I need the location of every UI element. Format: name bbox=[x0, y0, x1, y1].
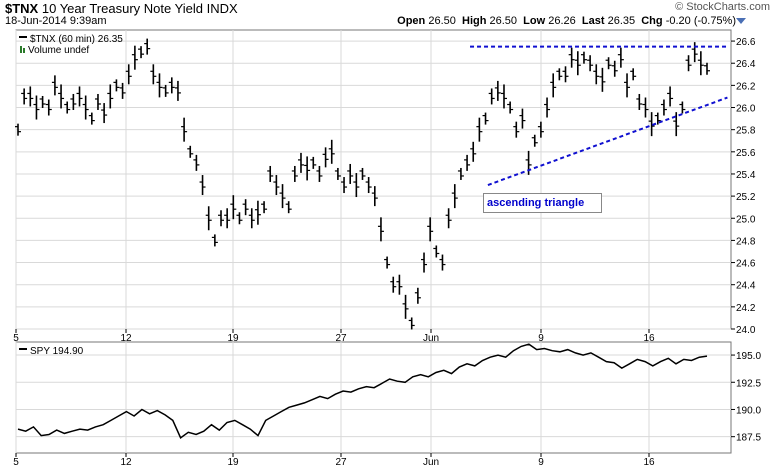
x-tick-label: 16 bbox=[643, 333, 655, 344]
panel-legend: SPY 194.90 bbox=[30, 346, 84, 357]
y-tick-label: 24.2 bbox=[736, 303, 756, 314]
x-tick-label: Jun bbox=[423, 457, 439, 465]
high-label: High bbox=[462, 15, 487, 27]
y-tick-label: 192.5 bbox=[736, 378, 761, 389]
x-tick-label: 12 bbox=[120, 333, 132, 344]
legend-swatch bbox=[19, 36, 27, 38]
chart-header: $TNX 10 Year Treasury Note Yield INDX 18… bbox=[0, 0, 780, 28]
x-tick-label: 27 bbox=[335, 457, 347, 465]
x-tick-label: 5 bbox=[13, 457, 19, 465]
spy-series-line bbox=[17, 343, 708, 439]
spy-panel: 187.5 190.0 192.5 195.0 5 12 19 27 Jun 9 16 SPY 194… bbox=[13, 341, 761, 465]
y-tick-label: 25.0 bbox=[736, 214, 756, 225]
low-label: Low bbox=[523, 15, 546, 27]
tnx-panel: 24.0 24.2 24.4 24.6 24.8 25.0 25.2 25.4 25.6 25.8… bbox=[13, 29, 756, 344]
x-tick-label: 19 bbox=[227, 333, 239, 344]
low-value: 26.26 bbox=[548, 15, 576, 27]
trendline-support bbox=[487, 96, 728, 186]
y-tick-label: 195.0 bbox=[736, 351, 761, 362]
x-tick-label: 5 bbox=[13, 333, 19, 344]
y-tick-label: 187.5 bbox=[736, 433, 761, 444]
y-tick-label: 26.4 bbox=[736, 59, 756, 70]
exchange: INDX bbox=[206, 1, 238, 16]
y-tick-label: 25.2 bbox=[736, 192, 756, 203]
symbol: $TNX bbox=[5, 1, 39, 16]
security-name: 10 Year Treasury Note Yield bbox=[41, 1, 204, 16]
y-tick-label: 26.6 bbox=[736, 37, 756, 48]
volume-label: Volume undef bbox=[28, 45, 89, 56]
x-tick-label: 19 bbox=[227, 457, 239, 465]
tnx-panel-frame bbox=[15, 29, 732, 330]
y-tick-label: 190.0 bbox=[736, 405, 761, 416]
last-label: Last bbox=[581, 15, 605, 27]
chart-title: $TNX 10 Year Treasury Note Yield INDX bbox=[5, 1, 238, 16]
x-tick-label: 16 bbox=[643, 457, 655, 465]
last-value: 26.35 bbox=[607, 15, 636, 27]
volume-icon bbox=[20, 46, 22, 53]
watermark: © StockCharts.com bbox=[675, 1, 770, 13]
x-tick-label: 27 bbox=[335, 333, 347, 344]
chg-label: Chg bbox=[641, 15, 663, 27]
y-tick-label: 26.2 bbox=[736, 81, 756, 92]
panel-legend: $TNX (60 min) 26.35 bbox=[30, 34, 123, 45]
x-tick-label: 12 bbox=[120, 457, 132, 465]
y-tick-label: 24.0 bbox=[736, 325, 756, 336]
open-value: 26.50 bbox=[428, 15, 456, 27]
volume-icon bbox=[23, 48, 25, 53]
y-tick-label: 26.0 bbox=[736, 104, 756, 115]
chart-date: 18-Jun-2014 9:39am bbox=[5, 15, 107, 27]
x-tick-label: Jun bbox=[423, 333, 439, 344]
y-tick-label: 24.8 bbox=[736, 236, 756, 247]
open-label: Open bbox=[397, 15, 426, 27]
y-tick-label: 25.4 bbox=[736, 170, 756, 181]
annotation-box: ascending triangle bbox=[483, 193, 602, 213]
chg-value: -0.20 (-0.75%) bbox=[665, 15, 736, 27]
y-tick-label: 25.8 bbox=[736, 126, 756, 137]
spy-panel-frame bbox=[15, 341, 732, 454]
x-tick-label: 9 bbox=[538, 457, 544, 465]
legend-swatch bbox=[19, 348, 27, 350]
y-tick-label: 24.6 bbox=[736, 259, 756, 270]
y-tick-label: 24.4 bbox=[736, 281, 756, 292]
high-value: 26.50 bbox=[489, 15, 518, 27]
y-tick-label: 25.6 bbox=[736, 148, 756, 159]
dropdown-triangle-icon[interactable] bbox=[736, 18, 746, 24]
quote-summary: Open 26.50 High 26.50 Low 26.26 Last 26.… bbox=[397, 15, 736, 27]
x-tick-label: 9 bbox=[538, 333, 544, 344]
